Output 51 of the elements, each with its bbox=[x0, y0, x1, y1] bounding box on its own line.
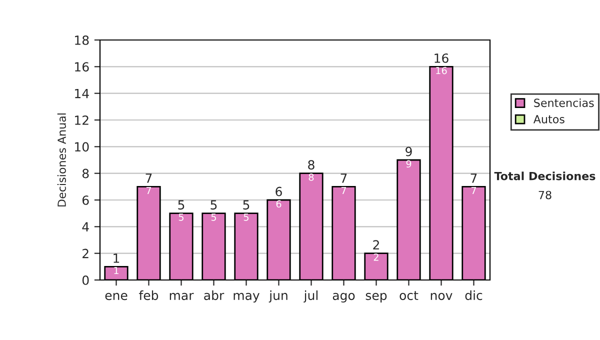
data-label: 5 bbox=[244, 214, 248, 221]
x-tick-label: sep bbox=[366, 292, 387, 303]
data-label: 5 bbox=[178, 214, 184, 221]
y-tick-label: 12 bbox=[75, 115, 88, 125]
text: Total Decisiones bbox=[494, 172, 596, 180]
x-tick-label: ene bbox=[105, 292, 128, 300]
total-label: 1 bbox=[114, 254, 120, 263]
text: 78 bbox=[538, 190, 552, 200]
data-label: 9 bbox=[406, 160, 412, 168]
y-axis-title: Decisiones Anual bbox=[57, 114, 66, 206]
legend-label: Autos bbox=[533, 115, 564, 124]
data-label: 2 bbox=[374, 254, 378, 261]
data-label: 8 bbox=[308, 174, 314, 181]
total-label: 7 bbox=[146, 174, 152, 183]
data-label: 7 bbox=[341, 186, 346, 194]
data-label: 5 bbox=[211, 214, 216, 221]
data-label: 6 bbox=[276, 200, 282, 208]
y-tick-label: 0 bbox=[82, 275, 89, 285]
y-tick-label: 14 bbox=[75, 88, 89, 98]
y-tick-label: 2 bbox=[82, 248, 88, 258]
y-tick-label: 8 bbox=[82, 168, 89, 178]
total-label: 8 bbox=[308, 160, 314, 170]
y-tick-label: 6 bbox=[82, 195, 89, 205]
data-label: 1 bbox=[114, 266, 118, 274]
total-label: 7 bbox=[470, 174, 477, 183]
x-tick-label: may bbox=[234, 292, 260, 303]
x-tick-label: jul bbox=[304, 290, 318, 303]
y-tick-label: 16 bbox=[75, 62, 89, 72]
total-label: 5 bbox=[178, 200, 184, 210]
y-tick-label: 4 bbox=[82, 222, 89, 232]
y-tick-label: 10 bbox=[75, 142, 89, 152]
data-label: 16 bbox=[436, 66, 447, 74]
total-label: 7 bbox=[340, 174, 347, 183]
data-label: 7 bbox=[146, 186, 152, 194]
x-tick-label: jun bbox=[268, 290, 288, 303]
x-tick-label: ago bbox=[332, 292, 355, 303]
x-tick-label: feb bbox=[139, 290, 158, 300]
total-label: 9 bbox=[406, 146, 412, 156]
total-label: 16 bbox=[434, 53, 448, 63]
x-tick-label: abr bbox=[204, 290, 224, 300]
x-tick-label: dic bbox=[465, 290, 482, 300]
total-label: 2 bbox=[373, 240, 379, 250]
total-label: 6 bbox=[276, 186, 282, 196]
x-tick-label: mar bbox=[170, 292, 194, 300]
x-tick-label: oct bbox=[400, 291, 418, 300]
y-tick-label: 18 bbox=[75, 35, 89, 45]
legend-label: Sentencias bbox=[534, 98, 594, 108]
x-tick-label: nov bbox=[430, 292, 452, 300]
total-label: 5 bbox=[243, 200, 250, 210]
total-label: 5 bbox=[210, 200, 217, 210]
data-label: 7 bbox=[471, 186, 476, 194]
